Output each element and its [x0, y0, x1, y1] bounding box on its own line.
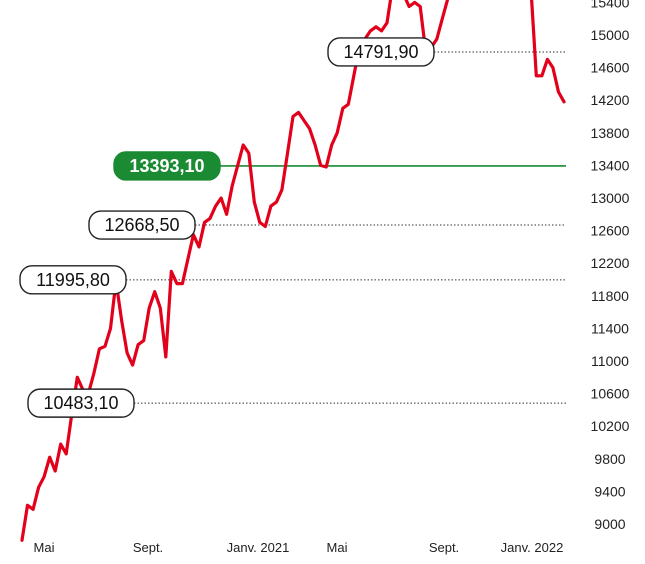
series-layer — [20, 0, 566, 542]
series-line — [20, 0, 566, 542]
value-callout: 10483,10 — [27, 388, 135, 418]
y-tick-label: 14200 — [591, 92, 630, 108]
y-tick-label: 9000 — [594, 516, 625, 532]
value-callout: 11995,80 — [19, 265, 127, 295]
callouts: 16573,3015686,5014791,9013393,1012668,50… — [19, 37, 435, 418]
value-callout: 13393,10 — [113, 151, 221, 181]
callout-badge — [327, 37, 435, 67]
callout-badge — [27, 388, 135, 418]
y-tick-label: 9400 — [594, 483, 625, 499]
y-tick-label: 13000 — [591, 190, 630, 206]
callout-label: 12668,50 — [104, 215, 179, 235]
y-tick-label: 14600 — [591, 60, 630, 76]
x-axis: Mai Sept. Janv. 2021 Mai Sept. Janv. 2022 — [34, 540, 564, 555]
x-tick-label: Sept. — [429, 540, 459, 555]
y-tick-label: 10200 — [591, 418, 630, 434]
x-tick-label: Sept. — [133, 540, 163, 555]
x-tick-label: Janv. 2021 — [227, 540, 290, 555]
callout-badge — [113, 151, 221, 181]
reference-lines — [126, 51, 566, 404]
y-tick-label: 11000 — [591, 353, 629, 369]
y-tick-label: 13800 — [591, 125, 630, 141]
callout-label: 14791,90 — [343, 42, 418, 62]
y-axis: 9000 9400 9800 10200 10600 11000 11400 11800 122… — [591, 0, 630, 532]
y-tick-label: 11800 — [591, 288, 629, 304]
y-tick-label: 10600 — [591, 386, 630, 402]
callout-badge — [19, 265, 127, 295]
y-tick-label: 15000 — [591, 27, 630, 43]
y-tick-label: 9800 — [594, 451, 625, 467]
x-tick-label: Mai — [34, 540, 55, 555]
callout-label: 13393,10 — [129, 156, 204, 176]
y-tick-label: 13400 — [591, 157, 630, 173]
x-tick-label: Mai — [327, 540, 348, 555]
x-tick-label: Janv. 2022 — [501, 540, 564, 555]
value-callout: 12668,50 — [88, 210, 196, 240]
y-tick-label: 12600 — [591, 223, 630, 239]
callout-label: 10483,10 — [43, 393, 118, 413]
y-tick-label: 15400 — [591, 0, 630, 10]
y-tick-label: 12200 — [591, 255, 630, 271]
callout-label: 11995,80 — [36, 270, 110, 290]
y-tick-label: 11400 — [591, 320, 629, 336]
value-callout: 14791,90 — [327, 37, 435, 67]
callout-badge — [88, 210, 196, 240]
